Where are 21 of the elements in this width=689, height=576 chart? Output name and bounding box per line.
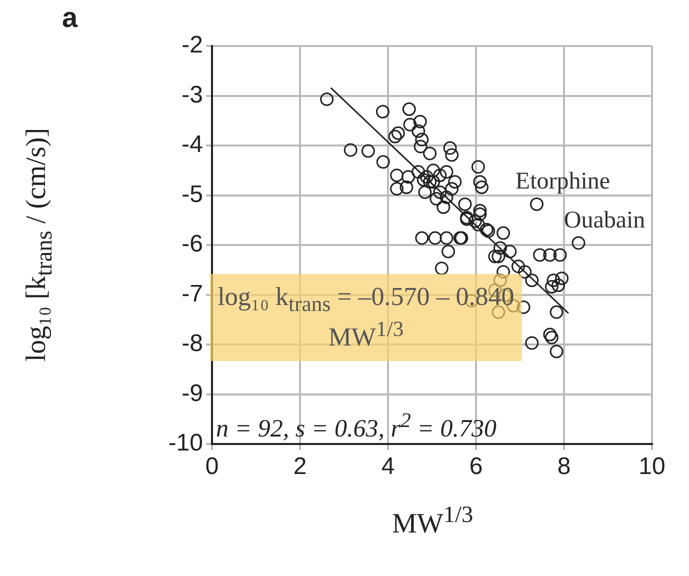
chart-title: a bbox=[62, 2, 78, 34]
y-tick-label: -7 bbox=[182, 280, 203, 308]
x-tick-label: 10 bbox=[638, 453, 666, 480]
x-tick-label: 4 bbox=[381, 453, 395, 480]
y-tick-label: -9 bbox=[182, 380, 203, 407]
annotation: Ouabain bbox=[564, 207, 646, 234]
y-tick-label: -8 bbox=[182, 330, 203, 358]
y-tick-label: -3 bbox=[182, 81, 203, 108]
x-tick-label: 0 bbox=[205, 453, 219, 480]
x-axis-title: MW$^{1/3}$ bbox=[392, 502, 474, 540]
y-tick-label: -2 bbox=[182, 32, 203, 59]
y-tick-label: -10 bbox=[168, 430, 203, 457]
annotation: n = 92, s = 0.63, r$^{2}$ = 0.730 bbox=[216, 408, 496, 444]
x-tick-label: 6 bbox=[469, 453, 483, 480]
y-tick-label: -6 bbox=[182, 230, 203, 258]
x-tick-label: 2 bbox=[293, 453, 307, 480]
annotation: Etorphine bbox=[515, 168, 610, 194]
x-tick-label: 8 bbox=[557, 453, 571, 480]
y-tick-label: -5 bbox=[182, 180, 203, 208]
annotation: log₁₀ k$_{trans}$ = –0.570 – 0.840 MW$^{1/3}$ bbox=[210, 274, 522, 361]
y-tick-label: -4 bbox=[182, 131, 203, 158]
